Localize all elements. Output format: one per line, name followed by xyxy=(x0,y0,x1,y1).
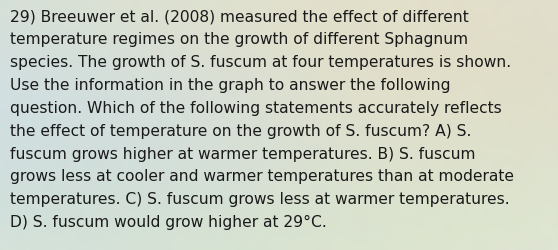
Text: the effect of temperature on the growth of S. fuscum? A) S.: the effect of temperature on the growth … xyxy=(10,123,472,138)
Text: question. Which of the following statements accurately reflects: question. Which of the following stateme… xyxy=(10,100,502,116)
Text: temperature regimes on the growth of different Sphagnum: temperature regimes on the growth of dif… xyxy=(10,32,468,47)
Text: D) S. fuscum would grow higher at 29°C.: D) S. fuscum would grow higher at 29°C. xyxy=(10,214,327,229)
Text: grows less at cooler and warmer temperatures than at moderate: grows less at cooler and warmer temperat… xyxy=(10,169,514,184)
Text: 29) Breeuwer et al. (2008) measured the effect of different: 29) Breeuwer et al. (2008) measured the … xyxy=(10,10,469,24)
Text: species. The growth of S. fuscum at four temperatures is shown.: species. The growth of S. fuscum at four… xyxy=(10,55,511,70)
Text: temperatures. C) S. fuscum grows less at warmer temperatures.: temperatures. C) S. fuscum grows less at… xyxy=(10,192,509,206)
Text: fuscum grows higher at warmer temperatures. B) S. fuscum: fuscum grows higher at warmer temperatur… xyxy=(10,146,475,161)
Text: Use the information in the graph to answer the following: Use the information in the graph to answ… xyxy=(10,78,450,93)
